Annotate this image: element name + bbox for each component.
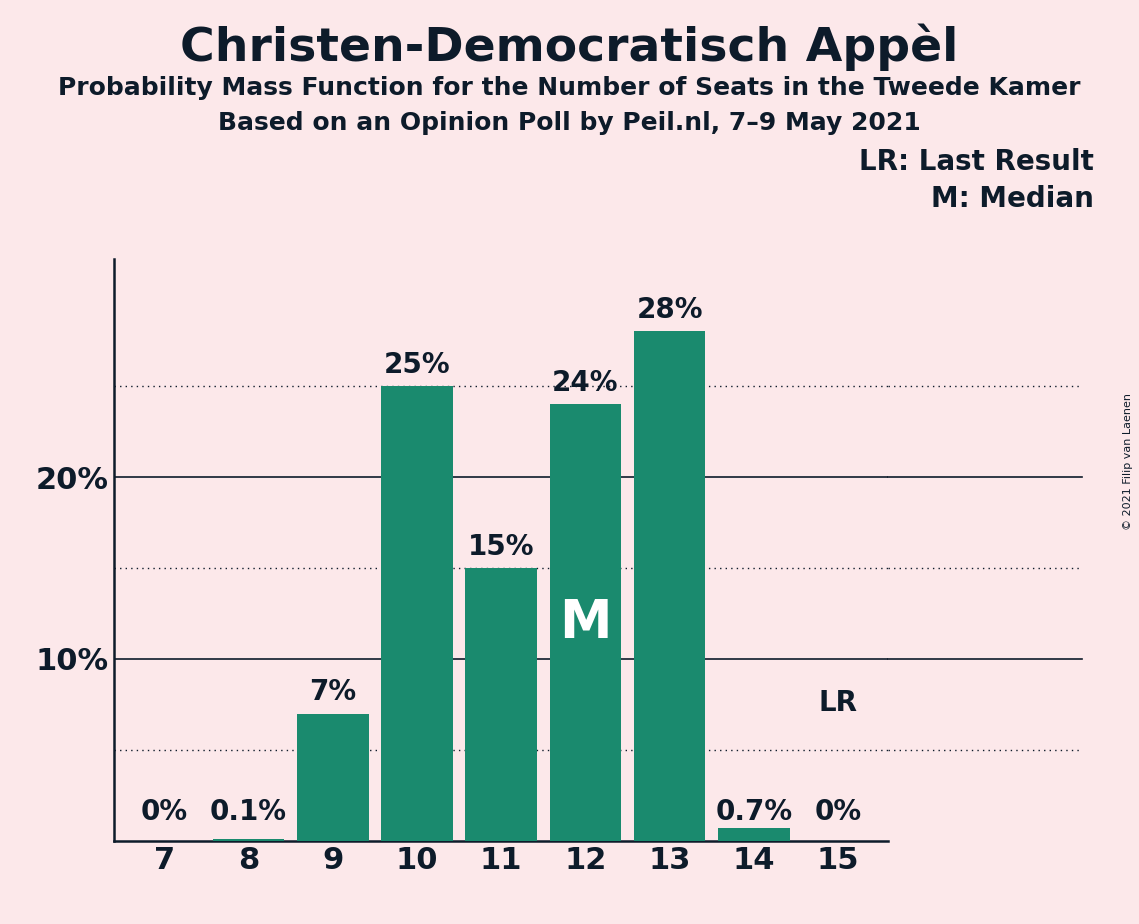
Text: 0.1%: 0.1% (210, 798, 287, 826)
Text: Christen-Democratisch Appèl: Christen-Democratisch Appèl (180, 23, 959, 70)
Bar (550, 405, 621, 841)
Text: 0%: 0% (141, 798, 188, 826)
Text: M: M (559, 597, 612, 649)
Text: Based on an Opinion Poll by Peil.nl, 7–9 May 2021: Based on an Opinion Poll by Peil.nl, 7–9… (219, 111, 920, 135)
Bar (213, 839, 285, 841)
Text: M: Median: M: Median (931, 185, 1093, 213)
Bar (633, 332, 705, 841)
Text: 15%: 15% (468, 533, 534, 561)
Text: 24%: 24% (552, 369, 618, 397)
Text: 0%: 0% (814, 798, 861, 826)
Bar (297, 713, 369, 841)
Text: 28%: 28% (637, 297, 703, 324)
Text: 7%: 7% (309, 678, 357, 706)
Bar (466, 568, 536, 841)
Text: LR: Last Result: LR: Last Result (859, 148, 1093, 176)
Bar (382, 386, 453, 841)
Text: Probability Mass Function for the Number of Seats in the Tweede Kamer: Probability Mass Function for the Number… (58, 76, 1081, 100)
Text: 25%: 25% (384, 351, 450, 379)
Bar (718, 828, 789, 841)
Text: © 2021 Filip van Laenen: © 2021 Filip van Laenen (1123, 394, 1132, 530)
Text: LR: LR (819, 689, 858, 717)
Text: 0.7%: 0.7% (715, 798, 793, 826)
